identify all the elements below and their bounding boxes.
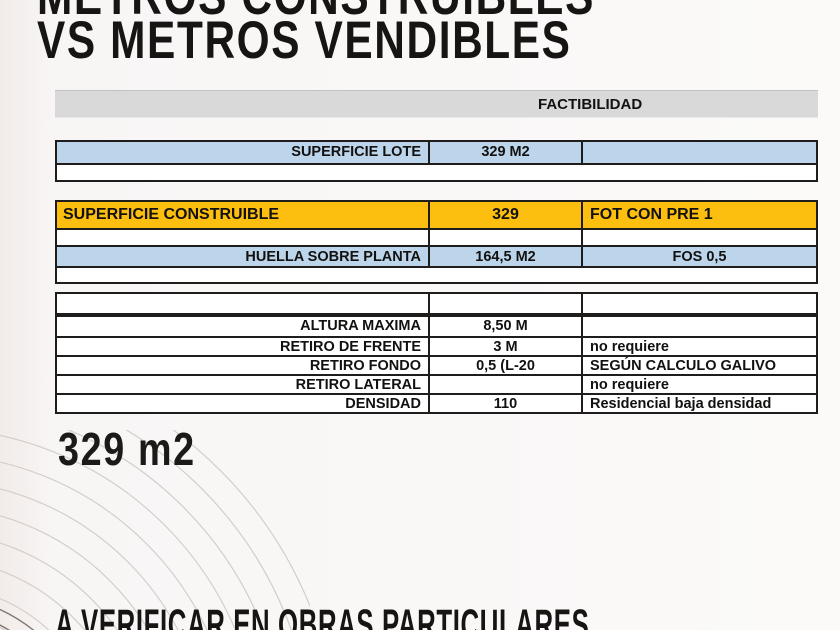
lot-value: 329 M2 <box>428 142 583 163</box>
spacer-row <box>57 266 816 282</box>
param-label: RETIRO DE FRENTE <box>280 339 421 355</box>
table-row-retiro-frente: RETIRO DE FRENTE 3 M no requiere <box>57 336 816 355</box>
footer-title: A VERIFICAR EN OBRAS PARTICULARES <box>55 601 590 630</box>
param-label: ALTURA MAXIMA <box>300 318 421 334</box>
param-value <box>428 376 583 393</box>
table-row-retiro-lateral: RETIRO LATERAL no requiere <box>57 374 816 393</box>
param-value: 8,50 M <box>428 317 583 336</box>
param-value: 3 M <box>428 338 583 355</box>
spacer-row <box>57 294 816 313</box>
param-label: RETIRO FONDO <box>309 358 421 374</box>
construible-value: 329 <box>428 202 583 228</box>
param-label: RETIRO LATERAL <box>295 377 421 393</box>
lot-row: SUPERFICIE LOTE 329 M2 <box>57 142 816 163</box>
huella-note: FOS 0,5 <box>672 249 727 265</box>
page-title: METROS CONSTRUIBLES VS METROS VENDIBLES <box>37 0 595 70</box>
empty-cell <box>57 294 428 313</box>
param-label: DENSIDAD <box>345 396 421 412</box>
lot-area-label: 329 m2 <box>58 423 196 475</box>
factibilidad-header-bar: FACTIBILIDAD <box>55 90 818 118</box>
construible-row: SUPERFICIE CONSTRUIBLE 329 FOT CON PRE 1 <box>57 202 816 228</box>
empty-cell <box>57 230 428 245</box>
spacer-row <box>57 163 816 180</box>
page-title-line2: VS METROS VENDIBLES <box>37 11 572 70</box>
lot-table: SUPERFICIE LOTE 329 M2 <box>55 140 818 182</box>
table-row-densidad: DENSIDAD 110 Residencial baja densidad <box>57 393 816 412</box>
huella-row: HUELLA SOBRE PLANTA 164,5 M2 FOS 0,5 <box>57 245 816 266</box>
empty-cell <box>428 230 583 245</box>
lot-label: SUPERFICIE LOTE <box>291 144 421 160</box>
spacer-row <box>57 228 816 245</box>
param-note: Residencial baja densidad <box>590 396 772 412</box>
param-value: 110 <box>428 395 583 412</box>
empty-cell <box>583 294 816 313</box>
empty-cell <box>57 165 816 180</box>
huella-value: 164,5 M2 <box>428 247 583 266</box>
empty-cell <box>583 230 816 245</box>
param-note <box>583 317 816 336</box>
page-title-line1: METROS CONSTRUIBLES <box>37 0 595 23</box>
empty-strip-table <box>55 292 818 315</box>
table-row-altura-maxima: ALTURA MAXIMA 8,50 M <box>57 317 816 336</box>
param-note: no requiere <box>590 339 669 355</box>
construible-note: FOT CON PRE 1 <box>590 206 713 223</box>
lot-note <box>583 142 816 163</box>
empty-cell <box>57 268 816 282</box>
param-value: 0,5 (L-20 <box>428 357 583 374</box>
huella-label: HUELLA SOBRE PLANTA <box>245 249 421 265</box>
param-note: SEGÚN CALCULO GALIVO <box>590 358 777 374</box>
construible-label: SUPERFICIE CONSTRUIBLE <box>63 206 280 223</box>
table-row-retiro-fondo: RETIRO FONDO 0,5 (L-20 SEGÚN CALCULO GAL… <box>57 355 816 374</box>
param-note: no requiere <box>590 377 669 393</box>
buildable-table: SUPERFICIE CONSTRUIBLE 329 FOT CON PRE 1… <box>55 200 818 284</box>
empty-cell <box>428 294 583 313</box>
factibilidad-label: FACTIBILIDAD <box>538 96 643 113</box>
params-table: ALTURA MAXIMA 8,50 M RETIRO DE FRENTE 3 … <box>55 315 818 414</box>
